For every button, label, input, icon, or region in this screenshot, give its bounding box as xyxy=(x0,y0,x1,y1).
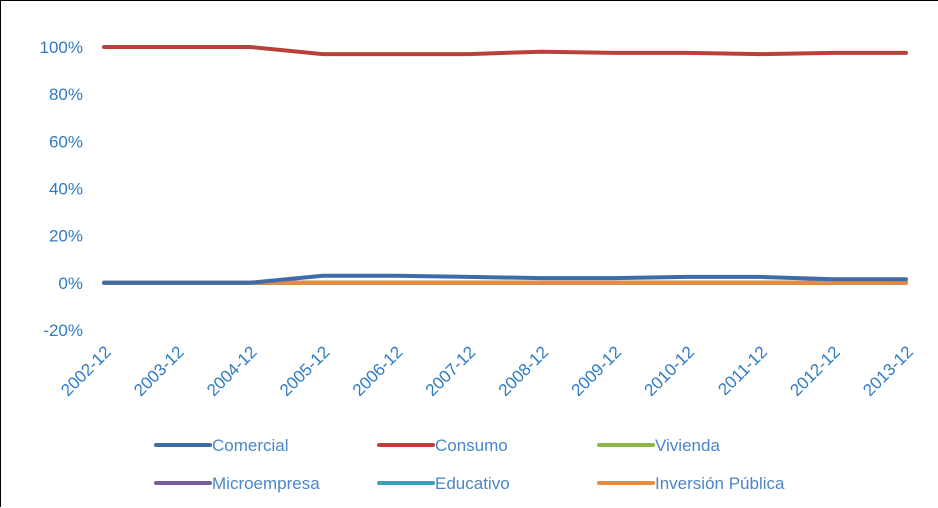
y-tick-label: -20% xyxy=(43,321,83,340)
y-tick-label: 40% xyxy=(49,180,83,199)
legend-label-educativo: Educativo xyxy=(435,474,510,493)
x-axis-ticks: 2002-12 2003-12 2004-12 2005-12 2006-12 2007-… xyxy=(57,342,917,400)
legend-label-microempresa: Microempresa xyxy=(212,474,320,493)
x-tick-label: 2012-12 xyxy=(786,342,844,400)
y-tick-label: 20% xyxy=(49,227,83,246)
legend-label-comercial: Comercial xyxy=(212,436,289,455)
x-tick-label: 2002-12 xyxy=(57,342,115,400)
series-line-comercial xyxy=(102,273,908,285)
series-line-consumo xyxy=(102,45,908,57)
legend-label-vivienda: Vivienda xyxy=(655,436,720,455)
y-tick-label: 60% xyxy=(49,132,83,151)
x-tick-label: 2005-12 xyxy=(276,342,334,400)
y-tick-label: 80% xyxy=(49,85,83,104)
x-tick-label: 2004-12 xyxy=(203,342,261,400)
y-axis-ticks: -20% 0% 20% 40% 60% 80% 100% xyxy=(40,38,83,340)
x-tick-label: 2006-12 xyxy=(349,342,407,400)
x-tick-label: 2010-12 xyxy=(641,342,699,400)
y-tick-label: 0% xyxy=(58,274,83,293)
x-tick-label: 2011-12 xyxy=(714,342,771,399)
y-tick-label: 100% xyxy=(40,38,83,57)
series-lines xyxy=(102,45,908,285)
legend-label-consumo: Consumo xyxy=(435,436,508,455)
x-tick-label: 2008-12 xyxy=(495,342,553,400)
x-tick-label: 2007-12 xyxy=(422,342,480,400)
x-tick-label: 2013-12 xyxy=(859,342,917,400)
legend: Comercial Consumo Vivienda Microempresa Educ… xyxy=(154,436,785,493)
x-tick-label: 2009-12 xyxy=(568,342,626,400)
x-tick-label: 2003-12 xyxy=(130,342,188,400)
legend-label-inversi-n-p-blica: Inversión Pública xyxy=(655,474,785,493)
